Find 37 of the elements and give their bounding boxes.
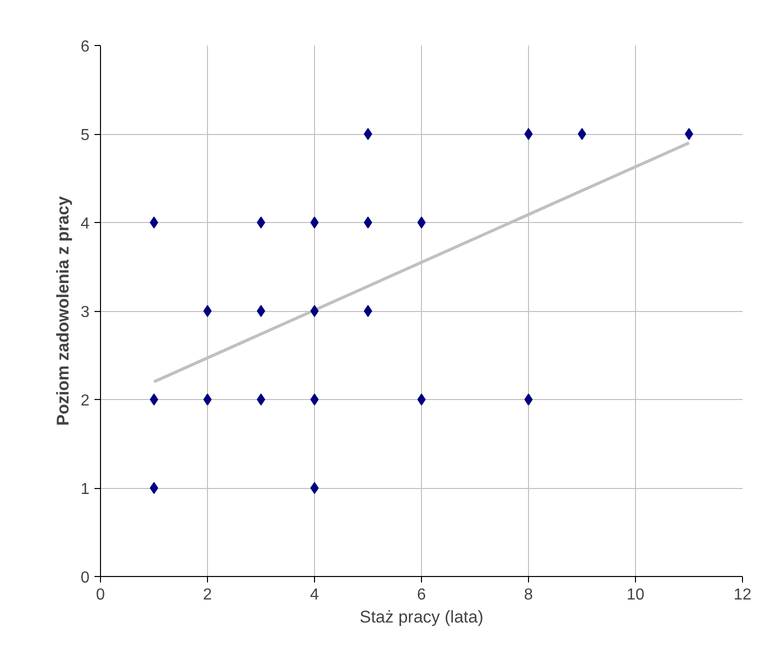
point bbox=[310, 216, 319, 228]
point bbox=[364, 305, 372, 317]
y-tick-label: 3 bbox=[80, 304, 90, 321]
point bbox=[203, 305, 212, 317]
x-tick-label: 10 bbox=[626, 586, 644, 604]
point bbox=[256, 394, 266, 406]
y-tick-label: 1 bbox=[80, 481, 90, 498]
point bbox=[203, 394, 212, 406]
x-tick-label: 0 bbox=[96, 586, 106, 604]
x-tick-label: 8 bbox=[524, 586, 534, 604]
x-tick-label: 12 bbox=[734, 586, 752, 604]
point bbox=[417, 216, 426, 228]
point bbox=[310, 482, 319, 494]
y-tick-label: 6 bbox=[80, 38, 90, 56]
point bbox=[150, 394, 158, 406]
point bbox=[417, 394, 426, 406]
point bbox=[524, 394, 533, 406]
y-tick-label: 2 bbox=[80, 392, 90, 410]
x-tick-label: 4 bbox=[310, 586, 320, 604]
point bbox=[684, 128, 694, 140]
y-tick-label: 5 bbox=[80, 127, 90, 144]
point bbox=[256, 216, 266, 228]
x-tick-label: 2 bbox=[203, 586, 212, 604]
point bbox=[150, 482, 158, 494]
point bbox=[364, 128, 372, 140]
point bbox=[310, 305, 319, 317]
point bbox=[256, 305, 266, 317]
point bbox=[364, 216, 372, 228]
y-tick-label: 0 bbox=[80, 570, 90, 586]
y-axis-title: Poziom zadowolenia z pracy bbox=[54, 196, 73, 426]
y-tick-label: 4 bbox=[80, 216, 90, 232]
point bbox=[578, 128, 586, 140]
point bbox=[524, 128, 533, 140]
x-axis-title: Staż pracy (lata) bbox=[360, 608, 484, 626]
point bbox=[310, 394, 319, 406]
point bbox=[150, 216, 158, 228]
x-tick-label: 6 bbox=[417, 586, 426, 604]
